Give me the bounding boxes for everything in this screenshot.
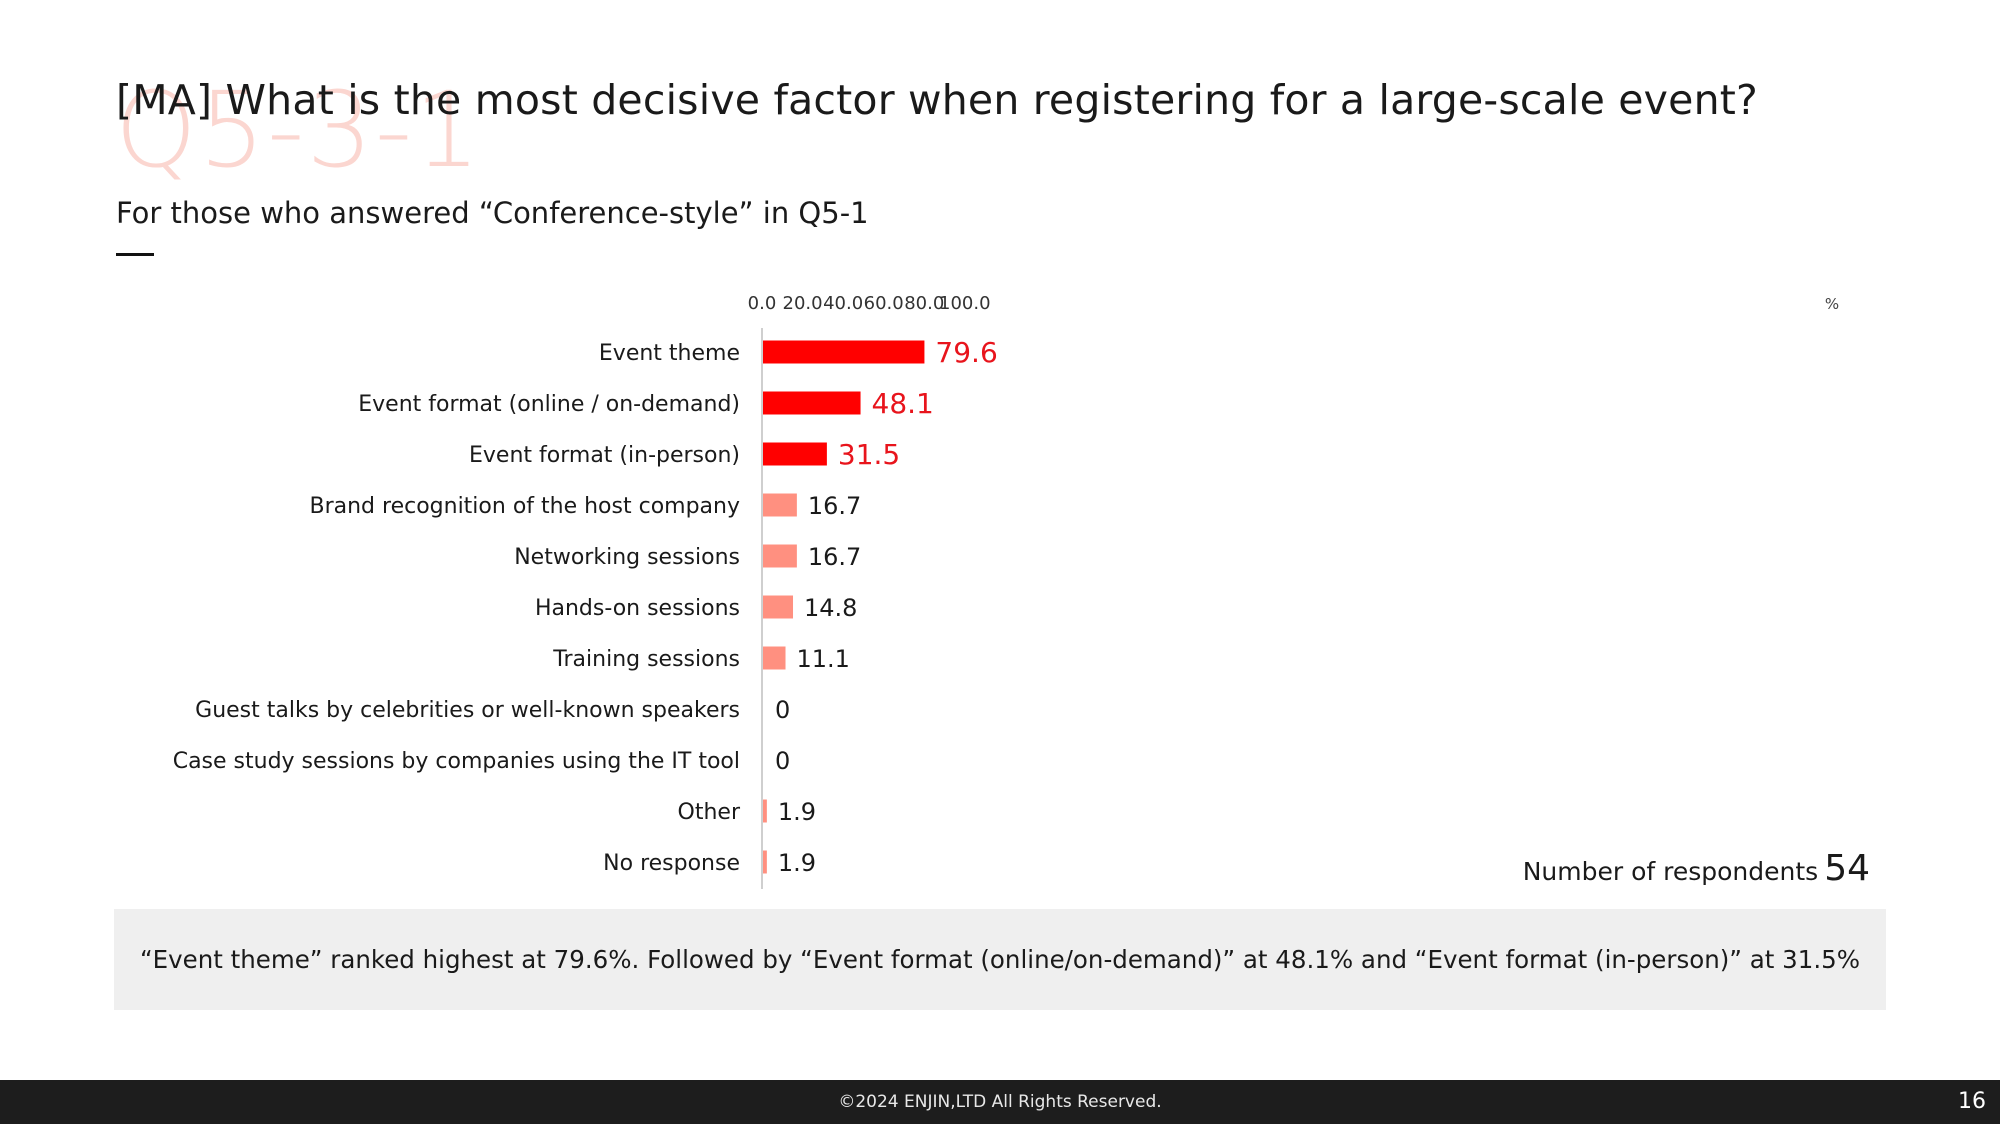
question-watermark: Q5-3-1: [115, 69, 483, 191]
respondents-label: Number of respondents: [1522, 857, 1819, 886]
footer-bar: ©2024 ENJIN,LTD All Rights Reserved. 16: [0, 1080, 2000, 1124]
summary-box: “Event theme” ranked highest at 79.6%. F…: [114, 909, 1886, 1010]
value-label: 0: [775, 747, 790, 775]
category-label: Guest talks by celebrities or well-known…: [195, 698, 740, 723]
value-label: 79.6: [935, 336, 997, 369]
bar: [763, 340, 925, 364]
footer-copyright: ©2024 ENJIN,LTD All Rights Reserved.: [838, 1092, 1162, 1112]
category-label: Case study sessions by companies using t…: [173, 749, 740, 774]
bar: [763, 799, 767, 823]
category-label: Other: [678, 800, 741, 825]
category-label: Training sessions: [552, 647, 740, 672]
x-unit-label: %: [1825, 295, 1839, 313]
value-label: 14.8: [804, 594, 857, 622]
bar: [763, 493, 797, 517]
respondents-number: 54: [1824, 848, 1870, 889]
x-tick-label: 100.0: [939, 293, 991, 314]
page-number: 16: [1958, 1089, 1986, 1114]
bar: [763, 850, 767, 874]
respondents-count: Number of respondents 54: [1523, 848, 1870, 889]
value-label: 31.5: [838, 438, 900, 471]
category-label: Event format (online / on-demand): [358, 392, 740, 417]
x-tick-label: 20.0: [783, 293, 823, 314]
x-tick-label: 0.0: [748, 293, 777, 314]
category-label: Event format (in-person): [469, 443, 740, 468]
page-subtitle: For those who answered “Conference-style…: [116, 196, 869, 230]
category-label: Brand recognition of the host company: [309, 494, 740, 519]
category-label: Event theme: [599, 341, 740, 366]
bar: [763, 391, 861, 415]
bar: [763, 595, 794, 619]
value-label: 0: [775, 696, 790, 724]
value-label: 1.9: [778, 849, 816, 877]
value-label: 16.7: [808, 492, 861, 520]
subtitle-divider: [116, 253, 154, 256]
bar: [763, 646, 786, 670]
x-tick-label: 60.0: [864, 293, 904, 314]
x-tick-label: 40.0: [823, 293, 863, 314]
category-label: Networking sessions: [514, 545, 740, 570]
value-label: 16.7: [808, 543, 861, 571]
value-label: 48.1: [872, 387, 934, 420]
category-label: No response: [603, 851, 740, 876]
bar: [763, 442, 827, 466]
bar: [763, 544, 797, 568]
page-title: [MA] What is the most decisive factor wh…: [116, 76, 1758, 124]
x-tick-label: 80.0: [904, 293, 944, 314]
value-label: 11.1: [797, 645, 850, 673]
value-label: 1.9: [778, 798, 816, 826]
category-label: Hands-on sessions: [535, 596, 740, 621]
summary-text: “Event theme” ranked highest at 79.6%. F…: [139, 945, 1860, 974]
